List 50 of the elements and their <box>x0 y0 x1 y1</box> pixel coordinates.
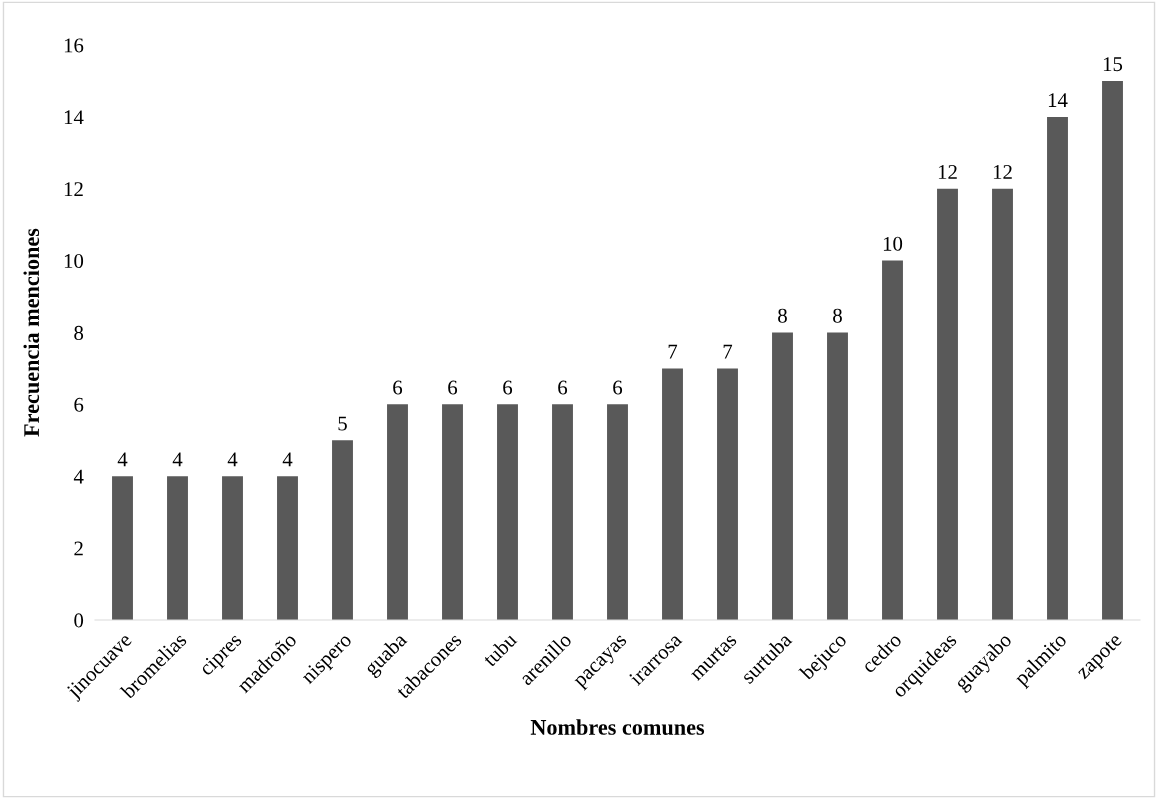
data-label: 4 <box>282 452 293 467</box>
y-tick-label: 16 <box>64 38 84 53</box>
data-label: 8 <box>778 308 787 323</box>
y-tick-label: 0 <box>74 613 84 628</box>
y-tick-label: 8 <box>74 325 84 340</box>
data-label: 6 <box>503 380 513 395</box>
data-label: 7 <box>723 344 733 359</box>
data-label: 12 <box>938 164 957 179</box>
bar <box>332 440 353 620</box>
bar <box>607 404 628 620</box>
bar <box>772 332 793 620</box>
bar <box>112 476 133 620</box>
data-label: 15 <box>1103 57 1123 72</box>
bar <box>992 188 1013 620</box>
x-axis-title: Nombres comunes <box>530 719 705 735</box>
data-label: 4 <box>117 452 128 467</box>
y-tick-label: 14 <box>64 110 84 125</box>
x-tick-label: tubu <box>481 631 518 668</box>
bar <box>387 404 408 620</box>
data-label: 7 <box>668 344 678 359</box>
bar <box>1102 80 1123 620</box>
data-label: 14 <box>1048 93 1068 107</box>
y-tick-label: 12 <box>64 182 83 196</box>
data-label: 6 <box>393 380 403 395</box>
data-label: 6 <box>558 380 568 395</box>
bar <box>717 368 738 620</box>
bar <box>1047 116 1068 620</box>
data-label: 12 <box>993 164 1012 179</box>
y-tick-label: 4 <box>73 469 84 484</box>
data-label: 6 <box>448 380 458 395</box>
data-label: 5 <box>338 416 347 431</box>
y-tick-label: 6 <box>74 397 84 412</box>
data-label: 4 <box>227 452 238 467</box>
bar <box>167 476 188 620</box>
bar <box>277 476 298 620</box>
bar <box>827 332 848 620</box>
bar <box>937 188 958 620</box>
bar <box>222 476 243 620</box>
bar <box>442 404 463 620</box>
data-label: 6 <box>613 380 623 395</box>
bar <box>882 260 903 620</box>
bar <box>552 404 573 620</box>
data-label: 10 <box>883 236 903 251</box>
y-tick-label: 2 <box>74 541 83 556</box>
y-axis-title: Frecuencia menciones <box>23 228 40 437</box>
data-label: 4 <box>172 452 183 467</box>
y-tick-label: 10 <box>64 254 84 269</box>
bar <box>497 404 518 620</box>
data-label: 8 <box>833 308 842 323</box>
bar <box>662 368 683 620</box>
